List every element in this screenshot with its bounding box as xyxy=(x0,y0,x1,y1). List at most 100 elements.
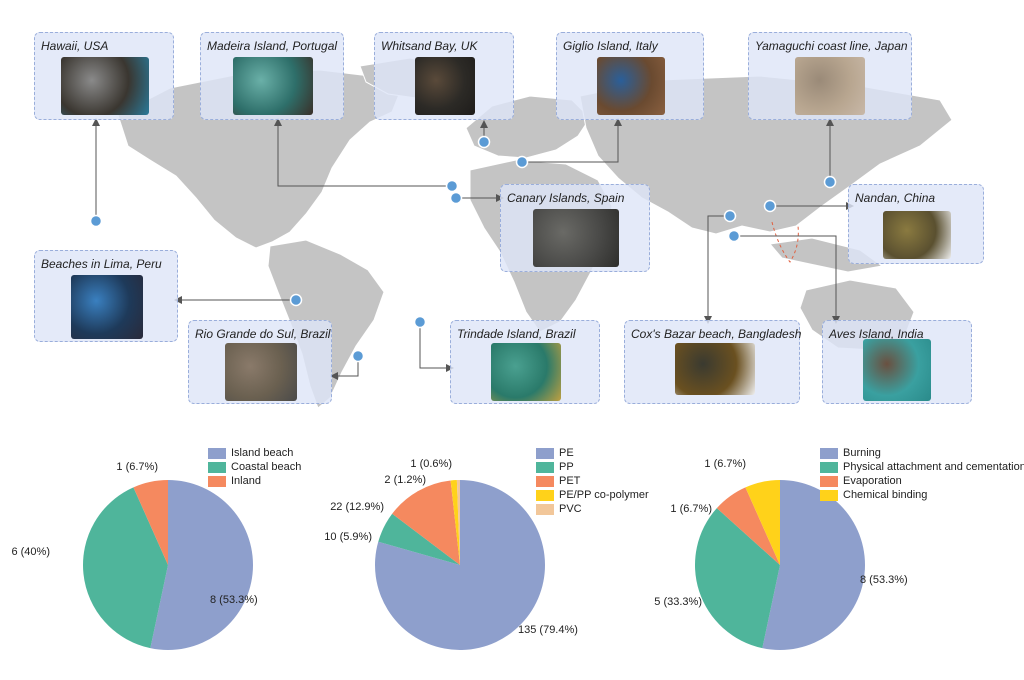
legend-swatch xyxy=(820,489,838,501)
legend-swatch xyxy=(208,475,226,487)
legend-swatch xyxy=(536,503,554,515)
legend-item: PVC xyxy=(536,502,649,516)
site-card-lima: Beaches in Lima, Peru xyxy=(34,250,178,342)
site-photo xyxy=(533,209,619,267)
connector-madeira xyxy=(277,122,456,187)
legend-item: Coastal beach xyxy=(208,460,301,474)
site-photo xyxy=(597,57,665,115)
pie-data-label: 6 (40%) xyxy=(11,546,50,558)
marker-coxsbazar xyxy=(723,209,737,223)
legend-label: Chemical binding xyxy=(843,489,928,501)
legend-swatch xyxy=(208,461,226,473)
legend-label: Island beach xyxy=(231,447,294,459)
site-title: Hawaii, USA xyxy=(41,39,109,53)
connector-lines xyxy=(95,122,850,377)
pie-chart-formation-mechanism: 8 (53.3%) 5 (33.3%) 1 (6.7%) 1 (6.7%) xyxy=(654,458,908,650)
legend-swatch xyxy=(208,447,226,459)
marker-aves xyxy=(727,229,741,243)
site-card-riogrande: Rio Grande do Sul, Brazil xyxy=(188,320,332,404)
legend-item: Evaporation xyxy=(820,474,1024,488)
connector-aves xyxy=(734,235,837,320)
legend-site-type: Island beach Coastal beach Inland xyxy=(208,446,301,488)
site-photo xyxy=(415,57,475,115)
pie-slice-coastal-beach xyxy=(83,487,168,649)
site-markers xyxy=(89,135,837,363)
legend-item: PE/PP co-polymer xyxy=(536,488,649,502)
marker-riogrande xyxy=(351,349,365,363)
marker-canary xyxy=(449,191,463,205)
pie-slice-physical-attachment-and-cementation xyxy=(695,508,780,649)
site-photo xyxy=(71,275,143,339)
site-title: Nandan, China xyxy=(855,191,936,205)
legend-label: PVC xyxy=(559,503,582,515)
legend-label: PET xyxy=(559,475,581,487)
site-title: Aves Island, India xyxy=(829,327,924,341)
pie-data-label: 1 (6.7%) xyxy=(704,458,746,470)
pie-data-label: 2 (1.2%) xyxy=(384,474,426,486)
pie-slice-burning xyxy=(762,480,865,650)
pie-data-label: 1 (6.7%) xyxy=(116,461,158,473)
marker-lima xyxy=(289,293,303,307)
legend-swatch xyxy=(820,447,838,459)
marker-hawaii xyxy=(89,214,103,228)
legend-item: PP xyxy=(536,460,649,474)
legend-swatch xyxy=(820,475,838,487)
site-photo xyxy=(225,343,297,401)
site-card-giglio: Giglio Island, Italy xyxy=(556,32,704,120)
site-photo xyxy=(863,339,931,401)
site-card-nandan: Nandan, China xyxy=(848,184,984,264)
legend-label: PP xyxy=(559,461,574,473)
site-photo xyxy=(491,343,561,401)
legend-label: PE xyxy=(559,447,574,459)
pie-slice-chemical-binding xyxy=(745,480,780,565)
pie-data-label: 8 (53.3%) xyxy=(860,574,908,586)
site-card-trindade: Trindade Island, Brazil xyxy=(450,320,600,404)
site-title: Cox's Bazar beach, Bangladesh xyxy=(631,327,802,341)
site-card-aves: Aves Island, India xyxy=(822,320,972,404)
site-photo xyxy=(61,57,149,115)
marker-giglio xyxy=(515,155,529,169)
marker-nandan xyxy=(763,199,777,213)
site-card-madeira: Madeira Island, Portugal xyxy=(200,32,344,120)
legend-label: Coastal beach xyxy=(231,461,302,473)
site-title: Giglio Island, Italy xyxy=(563,39,658,53)
site-card-yamaguchi: Yamaguchi coast line, Japan xyxy=(748,32,912,120)
pie-slice-island-beach xyxy=(150,480,253,650)
site-card-coxsbazar: Cox's Bazar beach, Bangladesh xyxy=(624,320,802,404)
pie-data-label: 1 (6.7%) xyxy=(670,503,712,515)
marker-whitsand xyxy=(477,135,491,149)
site-title: Whitsand Bay, UK xyxy=(381,39,478,53)
maritime-boundary xyxy=(771,221,799,263)
connector-coxsbazar xyxy=(707,215,730,320)
legend-label: Physical attachment and cementation xyxy=(843,461,1024,473)
legend-item: PET xyxy=(536,474,649,488)
legend-item: Chemical binding xyxy=(820,488,1024,502)
pie-slice-pet xyxy=(392,480,460,565)
site-card-canary: Canary Islands, Spain xyxy=(500,184,650,272)
legend-swatch xyxy=(536,447,554,459)
site-title: Yamaguchi coast line, Japan xyxy=(755,39,908,53)
legend-label: PE/PP co-polymer xyxy=(559,489,649,501)
marker-madeira xyxy=(445,179,459,193)
pie-slice-inland xyxy=(133,480,168,565)
legend-item: Physical attachment and cementation xyxy=(820,460,1024,474)
marker-trindade xyxy=(413,315,427,329)
site-photo xyxy=(233,57,313,115)
site-title: Canary Islands, Spain xyxy=(507,191,625,205)
pie-data-label: 5 (33.3%) xyxy=(654,596,702,608)
legend-polymer-type: PE PP PET PE/PP co-polymer PVC xyxy=(536,446,649,516)
site-card-whitsand: Whitsand Bay, UK xyxy=(374,32,514,120)
legend-swatch xyxy=(820,461,838,473)
legend-swatch xyxy=(536,475,554,487)
site-photo xyxy=(795,57,865,115)
site-title: Beaches in Lima, Peru xyxy=(41,257,162,271)
site-title: Trindade Island, Brazil xyxy=(457,327,576,341)
legend-swatch xyxy=(536,489,554,501)
pie-data-label: 1 (0.6%) xyxy=(410,458,452,470)
site-title: Rio Grande do Sul, Brazil xyxy=(195,327,331,341)
site-photo xyxy=(883,211,951,259)
pie-data-label: 8 (53.3%) xyxy=(210,594,258,606)
legend-item: Burning xyxy=(820,446,1024,460)
pie-data-label: 22 (12.9%) xyxy=(330,501,384,513)
pie-data-label: 135 (79.4%) xyxy=(518,624,578,636)
